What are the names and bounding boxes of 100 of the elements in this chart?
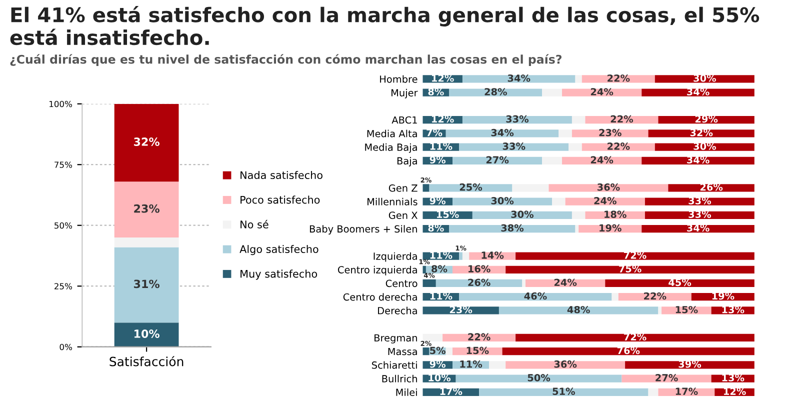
bar bbox=[644, 198, 754, 206]
y-tick-label: Massa bbox=[388, 348, 417, 356]
legend-label: Poco satisfecho bbox=[240, 196, 320, 204]
bar bbox=[449, 224, 576, 233]
data-label: 51% bbox=[552, 388, 575, 396]
bar bbox=[522, 279, 526, 288]
bar bbox=[459, 252, 462, 260]
bar bbox=[456, 374, 622, 382]
bar bbox=[462, 116, 572, 124]
bar bbox=[459, 293, 612, 301]
bar bbox=[605, 279, 754, 288]
bar bbox=[462, 75, 576, 83]
data-label: 34% bbox=[508, 74, 530, 82]
data-label: 22% bbox=[608, 74, 630, 82]
data-label: 11% bbox=[460, 360, 482, 368]
bar bbox=[548, 184, 668, 192]
data-label: 15% bbox=[676, 306, 698, 314]
data-label: 14% bbox=[482, 251, 504, 259]
bar bbox=[114, 238, 179, 248]
y-tick-label: Baby Boomers + Silen bbox=[310, 225, 417, 234]
data-label: 33% bbox=[502, 142, 526, 150]
bar bbox=[648, 388, 658, 396]
data-label: 19% bbox=[600, 224, 622, 232]
data-label: 28% bbox=[484, 88, 507, 96]
bar bbox=[114, 104, 179, 182]
text: ¿Cuál dirías que es tu nivel de satisfacción con cómo marchan las cosas en el país? bbox=[10, 54, 562, 66]
data-label: 17% bbox=[676, 388, 698, 396]
data-label: 30% bbox=[511, 210, 534, 218]
data-label: 30% bbox=[491, 197, 514, 204]
data-label: 27% bbox=[656, 374, 678, 382]
x-tick-label: Satisfacción bbox=[110, 356, 184, 366]
bar bbox=[654, 75, 754, 83]
bar bbox=[642, 224, 754, 233]
data-label: 12% bbox=[724, 388, 746, 396]
bar bbox=[568, 143, 582, 151]
bar bbox=[446, 348, 453, 356]
bar bbox=[512, 184, 549, 192]
y-tick-label: 100% bbox=[50, 100, 72, 108]
data-label: 8% bbox=[428, 88, 444, 96]
y-tick-label: 0% bbox=[60, 344, 72, 350]
legend-label: Muy satisfecho bbox=[240, 270, 318, 280]
y-tick-label: Gen Z bbox=[388, 184, 418, 192]
data-label: 15% bbox=[466, 346, 489, 354]
y-tick-label: Centro izquierda bbox=[338, 266, 417, 276]
data-label: 24% bbox=[594, 197, 616, 204]
bar bbox=[642, 156, 754, 165]
bar bbox=[622, 374, 712, 382]
data-label: 38% bbox=[501, 224, 524, 232]
bar bbox=[648, 130, 754, 138]
data-label: 45% bbox=[668, 278, 692, 286]
bar bbox=[422, 348, 430, 356]
data-label: 25% bbox=[460, 183, 482, 191]
bar bbox=[459, 143, 569, 151]
y-tick-label: 75% bbox=[54, 162, 72, 168]
data-label: 23% bbox=[134, 204, 160, 213]
bar bbox=[452, 156, 542, 165]
y-tick-label: Mujer bbox=[392, 88, 418, 98]
y-tick-label: Derecha bbox=[378, 306, 417, 314]
data-label: 50% bbox=[528, 374, 550, 382]
data-label: 9% bbox=[430, 156, 446, 164]
bar bbox=[446, 130, 559, 138]
bar bbox=[489, 361, 506, 369]
data-label: 22% bbox=[468, 333, 490, 341]
y-tick-label: Bullrich bbox=[382, 374, 417, 382]
data-label: 31% bbox=[134, 280, 160, 288]
bar bbox=[506, 266, 754, 274]
legend-label: No sé bbox=[240, 220, 268, 228]
data-label: 5% bbox=[430, 346, 446, 354]
bar bbox=[516, 252, 754, 260]
y-tick-label: Media Alta bbox=[367, 130, 417, 138]
bar bbox=[625, 361, 754, 369]
y-tick-label: Centro bbox=[386, 280, 418, 288]
bar bbox=[612, 293, 618, 301]
y-tick-label: 50% bbox=[54, 222, 72, 229]
y-tick-label: ABC1 bbox=[392, 116, 417, 124]
y-tick-label: Baja bbox=[397, 157, 417, 166]
bar bbox=[582, 75, 655, 83]
bar bbox=[114, 182, 179, 238]
data-label: 34% bbox=[687, 88, 710, 96]
bar bbox=[552, 198, 566, 206]
y-tick-label: Hombre bbox=[380, 75, 418, 83]
data-label: 24% bbox=[554, 278, 577, 286]
bar bbox=[572, 130, 648, 138]
y-tick-label: 25% bbox=[54, 283, 72, 290]
data-label: 16% bbox=[468, 265, 490, 272]
bar bbox=[542, 88, 562, 96]
y-tick-label: Media Baja bbox=[365, 143, 417, 153]
bar bbox=[506, 361, 626, 369]
data-label: 22% bbox=[610, 115, 634, 123]
bar bbox=[422, 184, 430, 192]
bar bbox=[479, 388, 648, 396]
data-label: 33% bbox=[688, 210, 712, 218]
data-label: 9% bbox=[430, 197, 446, 204]
bar bbox=[462, 252, 470, 260]
bar bbox=[575, 75, 582, 83]
bar bbox=[422, 279, 436, 288]
bar bbox=[565, 198, 645, 206]
data-label: 36% bbox=[597, 183, 620, 191]
data-label: 18% bbox=[604, 210, 626, 218]
bar bbox=[472, 211, 572, 219]
